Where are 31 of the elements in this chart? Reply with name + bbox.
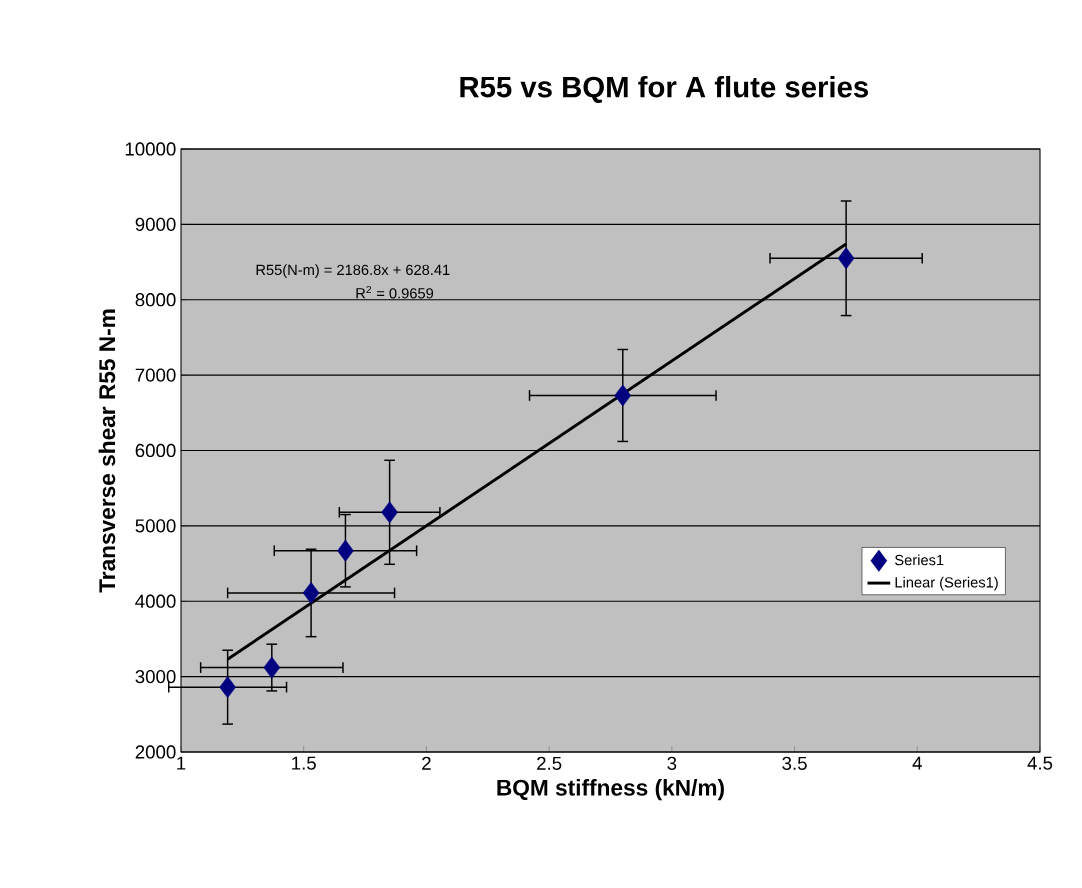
x-tick-label: 2.5 (537, 756, 562, 770)
x-tick-label: 4 (912, 756, 922, 770)
x-tick-label: 2 (422, 756, 431, 770)
x-tick-label: 3.5 (782, 756, 807, 770)
y-tick-label: 7000 (135, 368, 176, 382)
annotation: R55(N-m) = 2186.8x + 628.41 (256, 264, 450, 278)
point (614, 384, 632, 407)
x-tick-label: 4.5 (1027, 756, 1053, 770)
y-tick-label: 8000 (135, 293, 176, 307)
point (219, 676, 236, 699)
y-tick-label: 5000 (135, 519, 176, 533)
point (837, 247, 855, 270)
y-tick-label: 2000 (135, 745, 176, 759)
x-tick-label: 3 (667, 756, 677, 770)
y-axis-title: Transverse shear R55 N-m (98, 309, 116, 593)
point (381, 501, 398, 524)
x-tick-label: 1 (177, 756, 186, 770)
chart-title: R55 vs BQM for A flute series (460, 75, 868, 103)
y-tick-label: 4000 (135, 594, 176, 608)
point (337, 539, 354, 562)
legend-label: Linear (Series1) (895, 576, 998, 591)
y-tick-label: 9000 (135, 217, 176, 231)
annotation: R$^{2}$ = 0.9659 (356, 285, 434, 299)
point (302, 582, 320, 604)
point (263, 656, 281, 679)
legend-label: Series1 (895, 554, 944, 566)
y-tick-label: 10000 (125, 142, 176, 156)
x-tick-label: 1.5 (292, 756, 316, 770)
y-tick-label: 3000 (135, 669, 176, 684)
x-axis-title: BQM stiffness (kN/m) (497, 779, 724, 801)
y-tick-label: 6000 (135, 443, 176, 458)
